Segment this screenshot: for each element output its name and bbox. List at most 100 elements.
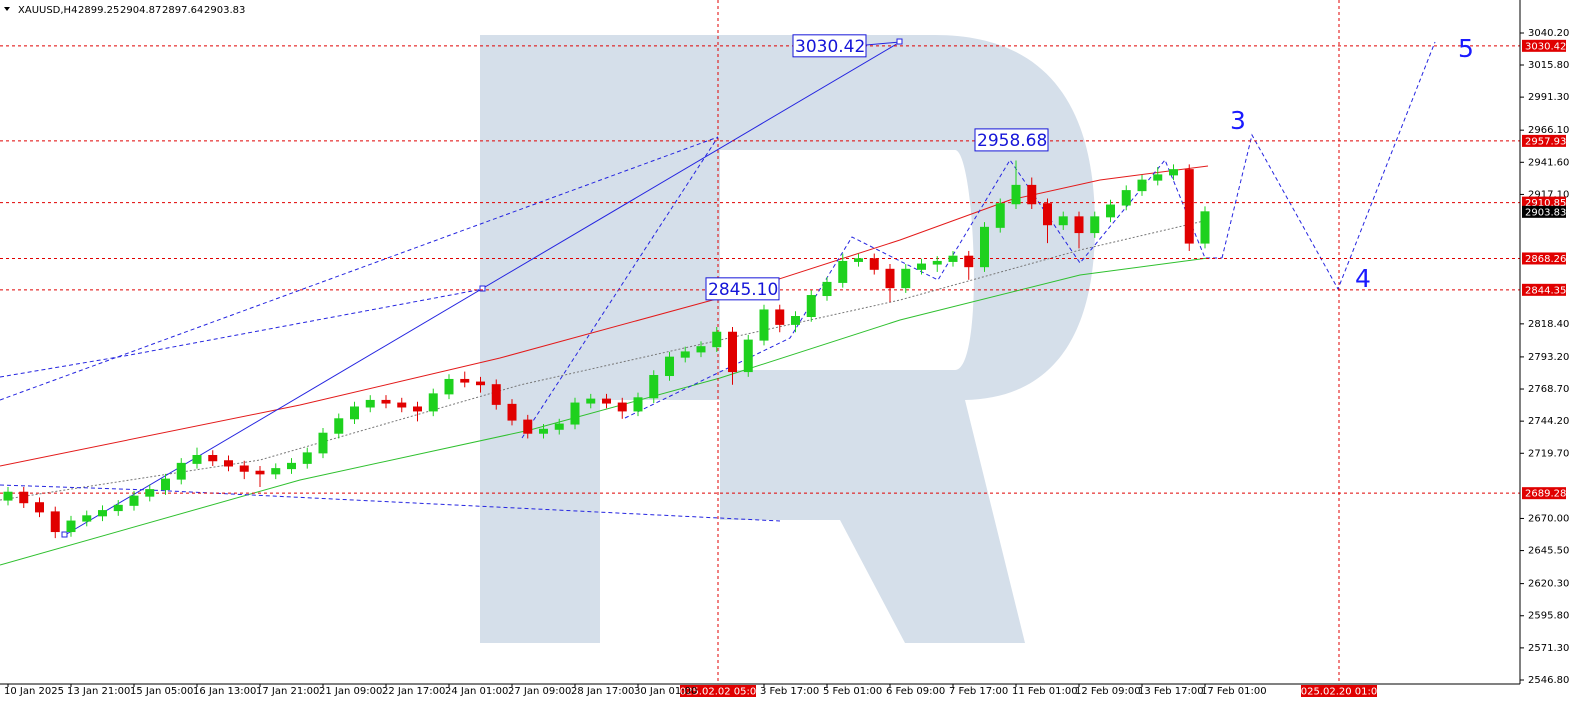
level-label-box — [1522, 487, 1566, 500]
header-value: 2899.25 — [78, 5, 119, 16]
candle-body — [617, 402, 627, 412]
y-tick-label: 2546.80 — [1528, 675, 1569, 686]
x-tick-label: 11 Feb 01:00 — [1012, 686, 1078, 697]
wave-label: 4 — [1355, 264, 1371, 293]
y-tick-label: 2818.40 — [1528, 319, 1569, 330]
y-tick-label: 2571.30 — [1528, 643, 1569, 654]
candle-body — [712, 331, 722, 348]
candle-body — [145, 489, 155, 497]
level-label-box — [1522, 283, 1566, 296]
header-value: 2903.83 — [204, 5, 245, 16]
candle-body — [838, 260, 848, 283]
y-tick-label: 3015.80 — [1528, 60, 1569, 71]
candle-body — [98, 510, 107, 517]
x-tick-label: 6 Feb 09:00 — [886, 686, 945, 697]
x-tick-label: 22 Jan 17:00 — [382, 686, 445, 697]
candle-body — [381, 399, 391, 404]
y-tick-label: 3040.20 — [1528, 28, 1569, 39]
candle-body — [1184, 169, 1194, 244]
y-tick-label: 2991.30 — [1528, 92, 1569, 103]
candle-body — [1169, 169, 1178, 176]
level-label-box — [1522, 39, 1566, 52]
x-tick-label: 3 Feb 17:00 — [760, 686, 819, 697]
menu-arrow — [4, 7, 10, 11]
candle-body — [1121, 190, 1131, 206]
candle-body — [869, 258, 879, 270]
x-tick-label: 24 Jan 01:00 — [445, 686, 508, 697]
level-label-box — [1522, 252, 1566, 265]
level-label: 2957.93 — [1525, 136, 1566, 147]
candle-body — [271, 468, 281, 475]
level-label: 2910.85 — [1525, 198, 1566, 209]
candle-body — [822, 281, 832, 297]
wave-label: 3 — [1230, 106, 1246, 135]
level-label-box — [1522, 196, 1566, 209]
candle-body — [334, 418, 344, 434]
candles — [3, 160, 1210, 539]
candle-body — [302, 452, 312, 464]
candle-body — [444, 378, 454, 395]
candle-body — [680, 351, 690, 358]
candle-body — [743, 339, 753, 373]
candle-body — [224, 460, 233, 467]
candle-body — [1043, 203, 1052, 226]
candle-body — [413, 406, 422, 412]
x-tick-label: 21 Jan 09:00 — [319, 686, 382, 697]
price-label-box — [1522, 205, 1566, 218]
annotation-label: 3030.42 — [795, 37, 865, 57]
y-tick-label: 2966.10 — [1528, 125, 1569, 136]
candle-body — [161, 478, 170, 491]
x-tick-label: 13 Feb 17:00 — [1138, 686, 1204, 697]
labels: 2899.25 2904.87 2897.64 2903.833040.203015.… — [4, 5, 1569, 698]
price-label: 2903.83 — [1525, 207, 1566, 218]
overlays — [0, 38, 1436, 566]
candle-body — [50, 511, 60, 533]
x-tick-label: 15 Jan 05:00 — [130, 686, 193, 697]
candle-body — [523, 419, 533, 434]
y-tick-label: 2620.30 — [1528, 579, 1569, 590]
level-label-box — [1522, 134, 1566, 147]
x-tick-label: 13 Jan 21:00 — [67, 686, 130, 697]
marker-label-box — [1301, 685, 1377, 697]
candle-body — [428, 393, 438, 412]
x-tick-label: 5 Feb 01:00 — [823, 686, 882, 697]
annotation-label: 2845.10 — [708, 280, 778, 300]
candle-body — [365, 399, 375, 408]
candle-body — [491, 384, 501, 405]
candle-body — [917, 263, 926, 270]
candle-body — [318, 432, 328, 454]
watermark — [480, 35, 1095, 643]
candle-body — [1153, 174, 1163, 181]
candle-body — [539, 428, 548, 434]
annotation-box — [792, 34, 867, 58]
y-tick-label: 2744.20 — [1528, 416, 1569, 427]
candle-body — [19, 491, 29, 504]
candle-body — [35, 502, 44, 513]
level-label: 2844.35 — [1525, 285, 1566, 296]
y-tick-label: 2719.70 — [1528, 448, 1569, 459]
candle-body — [775, 309, 785, 325]
candle-body — [350, 406, 359, 420]
candle-body — [586, 398, 596, 404]
candle-body — [948, 255, 958, 262]
candle-body — [980, 226, 989, 268]
candle-body — [1074, 216, 1084, 234]
header-value: 2904.87 — [120, 5, 161, 16]
x-tick-label: 7 Feb 17:00 — [949, 686, 1008, 697]
candle-body — [1106, 204, 1115, 218]
annotation-label: 2958.68 — [977, 131, 1047, 151]
header-value: 2897.64 — [162, 5, 203, 16]
candle-body — [854, 258, 863, 262]
candle-body — [66, 520, 76, 533]
x-tick-label: 16 Jan 13:00 — [193, 686, 256, 697]
candle-body — [806, 295, 816, 318]
candle-body — [397, 402, 407, 408]
candle-body — [759, 309, 769, 341]
candle-body — [476, 381, 485, 386]
candle-body — [1137, 179, 1147, 192]
candle-body — [1200, 211, 1210, 244]
x-tick-label: 17 Jan 21:00 — [256, 686, 319, 697]
candle-body — [1027, 184, 1037, 205]
